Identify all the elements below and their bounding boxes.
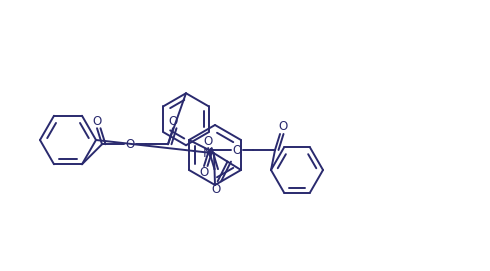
Text: O: O xyxy=(278,121,288,134)
Text: N: N xyxy=(202,147,212,160)
Text: O: O xyxy=(169,115,177,128)
Text: O: O xyxy=(125,138,135,151)
Text: O: O xyxy=(203,135,213,147)
Text: O: O xyxy=(211,183,220,196)
Text: O: O xyxy=(199,166,209,179)
Text: O: O xyxy=(93,115,101,128)
Text: O: O xyxy=(232,144,242,156)
